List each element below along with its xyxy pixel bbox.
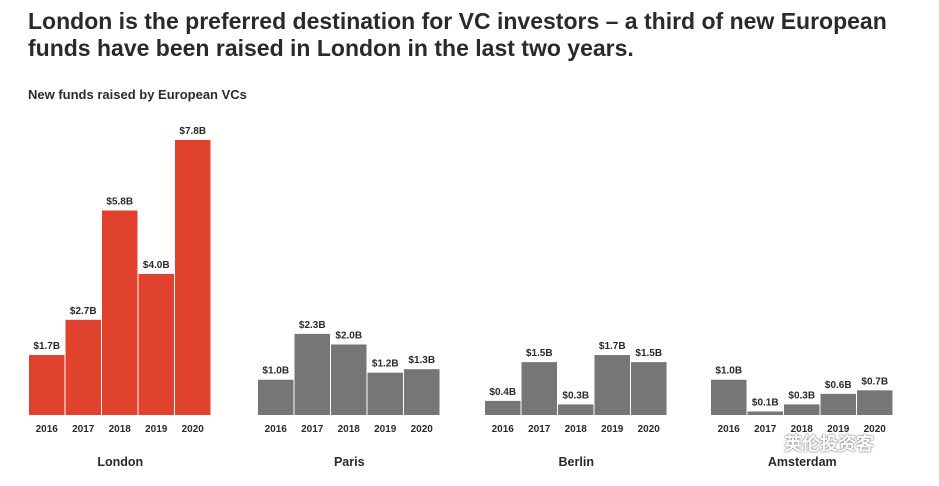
tick-label-berlin-2020: 2020 [638,424,661,435]
bar-berlin-2018 [558,404,594,415]
data-label-london-2020: $7.8B [179,126,206,137]
tick-label-london-2016: 2016 [36,424,59,435]
tick-label-berlin-2016: 2016 [492,424,515,435]
data-label-london-2018: $5.8B [106,197,133,208]
group-label-london: London [97,455,143,469]
chart-subtitle: New funds raised by European VCs [28,87,247,102]
bar-london-2016 [29,355,65,415]
group-label-berlin: Berlin [559,455,594,469]
tick-label-london-2017: 2017 [72,424,95,435]
data-label-berlin-2016: $0.4B [489,387,516,398]
data-label-amsterdam-2017: $0.1B [752,397,779,408]
bar-berlin-2019 [594,355,630,415]
data-label-berlin-2017: $1.5B [526,348,553,359]
data-label-paris-2020: $1.3B [408,355,435,366]
chat-bubble-icon [752,434,777,452]
tick-label-amsterdam-2018: 2018 [791,424,814,435]
tick-label-paris-2017: 2017 [301,424,324,435]
bar-amsterdam-2017 [747,411,783,415]
bar-berlin-2016 [485,400,521,415]
bar-london-2020 [175,140,211,415]
data-label-berlin-2020: $1.5B [635,348,662,359]
tick-label-london-2019: 2019 [145,424,168,435]
chart-title: London is the preferred destination for … [28,8,887,61]
data-label-amsterdam-2019: $0.6B [825,380,852,391]
bar-london-2019 [138,273,174,415]
bar-amsterdam-2019 [820,393,856,415]
data-label-paris-2016: $1.0B [262,366,289,377]
group-label-amsterdam: Amsterdam [768,455,837,469]
bar-london-2017 [65,319,101,415]
data-label-paris-2019: $1.2B [372,359,399,370]
data-label-amsterdam-2018: $0.3B [788,390,815,401]
data-label-amsterdam-2016: $1.0B [715,366,742,377]
bar-paris-2019 [367,372,403,415]
data-label-london-2016: $1.7B [33,341,60,352]
tick-label-amsterdam-2019: 2019 [827,424,850,435]
data-label-paris-2017: $2.3B [299,320,326,331]
bar-paris-2017 [294,333,330,415]
watermark: 英伦投资客 [752,430,874,456]
data-label-london-2019: $4.0B [143,260,170,271]
bar-paris-2018 [331,344,367,415]
group-label-paris: Paris [334,455,365,469]
watermark-text: 英伦投资客 [784,434,874,454]
data-label-amsterdam-2020: $0.7B [861,376,888,387]
tick-label-paris-2016: 2016 [265,424,288,435]
tick-label-paris-2018: 2018 [338,424,361,435]
bar-amsterdam-2016 [711,379,747,415]
tick-label-berlin-2017: 2017 [528,424,551,435]
bar-amsterdam-2018 [784,404,820,415]
tick-label-berlin-2019: 2019 [601,424,624,435]
data-label-berlin-2019: $1.7B [599,341,626,352]
bar-berlin-2017 [521,362,557,415]
tick-label-paris-2020: 2020 [411,424,434,435]
bar-paris-2020 [404,369,440,415]
tick-label-berlin-2018: 2018 [565,424,588,435]
tick-label-paris-2019: 2019 [374,424,397,435]
tick-label-amsterdam-2017: 2017 [754,424,777,435]
data-label-paris-2018: $2.0B [335,330,362,341]
tick-label-london-2018: 2018 [109,424,132,435]
bar-berlin-2020 [631,362,667,415]
data-label-london-2017: $2.7B [70,306,97,317]
tick-label-amsterdam-2020: 2020 [864,424,887,435]
bar-amsterdam-2020 [857,390,893,415]
tick-label-amsterdam-2016: 2016 [718,424,741,435]
data-label-berlin-2018: $0.3B [562,390,589,401]
bar-london-2018 [102,210,138,415]
tick-label-london-2020: 2020 [182,424,205,435]
bar-paris-2016 [258,379,294,415]
